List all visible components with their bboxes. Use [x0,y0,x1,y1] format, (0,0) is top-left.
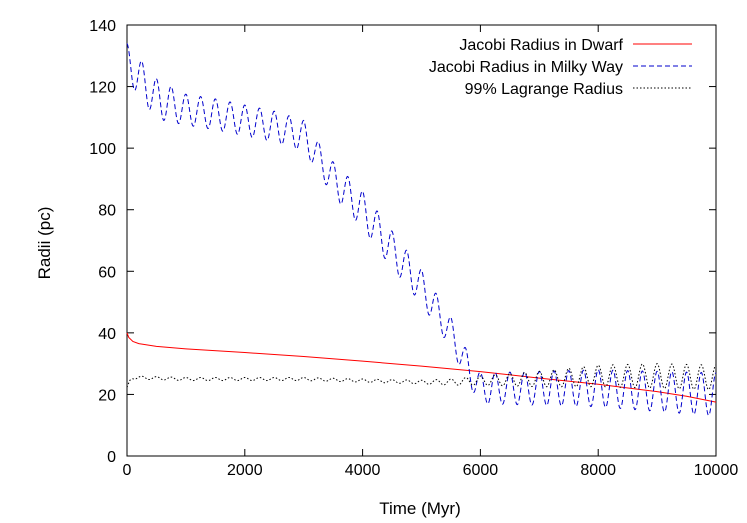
y-tick-label: 140 [89,18,116,35]
x-tick-label: 0 [123,462,132,479]
legend-label-2: 99% Lagrange Radius [465,81,623,98]
y-tick-label: 60 [98,264,116,281]
series-line-0 [126,332,717,403]
x-tick-label: 4000 [345,462,381,479]
legend-label-1: Jacobi Radius in Milky Way [429,59,623,76]
x-tick-label: 2000 [227,462,263,479]
y-tick-label: 100 [89,141,116,158]
series-line-2 [126,363,717,391]
x-axis-title: Time (Myr) [379,499,461,518]
axis-ticks [126,24,717,457]
y-tick-label: 120 [89,80,116,97]
series-line-1 [126,43,717,417]
y-tick-label: 0 [107,449,116,466]
series-group [126,43,717,417]
x-tick-label: 6000 [463,462,499,479]
y-axis-title: Radii (pc) [35,207,54,280]
y-tick-label: 80 [98,203,116,220]
legend: Jacobi Radius in Dwarf Jacobi Radius in M… [429,37,692,98]
tick-labels: 0 2000 4000 6000 8000 10000 0 20 40 60 80 100 120 140 [89,18,738,479]
legend-label-0: Jacobi Radius in Dwarf [459,37,623,54]
plot-frame [126,24,717,457]
y-tick-label: 20 [98,387,116,404]
y-tick-label: 40 [98,326,116,343]
x-tick-label: 10000 [694,462,739,479]
plot-border [126,24,717,457]
x-tick-label: 8000 [580,462,616,479]
